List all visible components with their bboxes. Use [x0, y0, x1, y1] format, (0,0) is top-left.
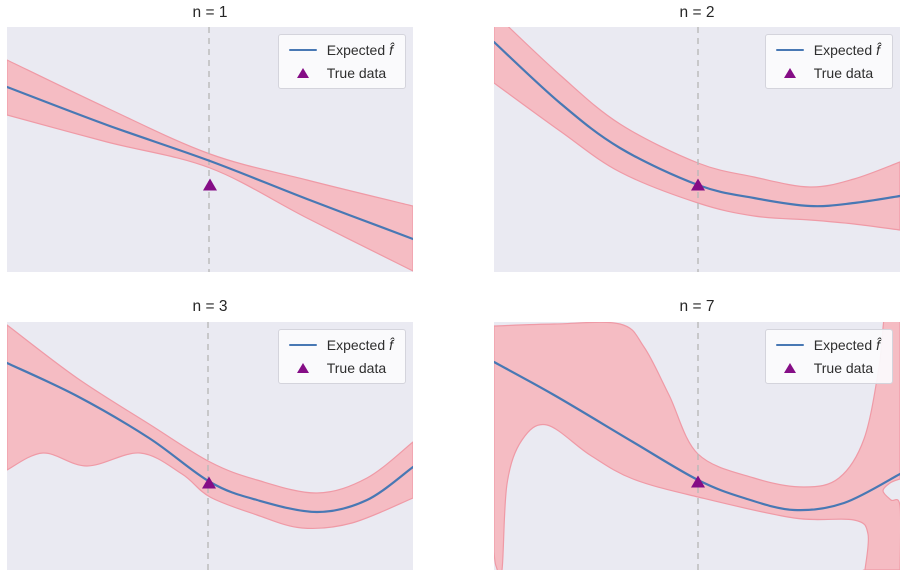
- subplot-title-n2: n = 2: [679, 4, 715, 21]
- legend-item-true-data: True data: [289, 65, 393, 81]
- expected-f-line: [494, 360, 900, 512]
- legend-item-true-data: True data: [776, 360, 880, 376]
- legend-label: Expected f̂: [326, 42, 393, 58]
- triangle-marker-icon: [783, 68, 796, 78]
- expected-f-line: [494, 40, 900, 208]
- legend: Expected f̂ True data: [764, 329, 893, 384]
- legend-label: True data: [326, 360, 387, 376]
- legend-label: Expected f̂: [326, 337, 393, 353]
- true-data-marker: [691, 475, 705, 488]
- triangle-marker-icon: [783, 363, 796, 373]
- line-sample-icon: [288, 48, 317, 52]
- confidence-band: [7, 59, 413, 272]
- legend-item-expected-f: Expected f̂: [775, 42, 880, 58]
- line-sample-icon: [775, 48, 804, 52]
- legend-item-expected-f: Expected f̂: [775, 337, 880, 353]
- legend-label: True data: [813, 65, 874, 81]
- subplot-title-n1: n = 1: [192, 4, 228, 21]
- triangle-marker-icon: [296, 363, 309, 373]
- legend-label: Expected f̂: [813, 42, 880, 58]
- confidence-band: [494, 322, 900, 570]
- triangle-marker-icon: [296, 68, 309, 78]
- legend-label: Expected f̂: [813, 337, 880, 353]
- true-data-marker: [691, 178, 705, 191]
- legend: Expected f̂ True data: [277, 329, 406, 384]
- legend: Expected f̂ True data: [764, 34, 893, 89]
- subplot-title-n3: n = 3: [192, 298, 228, 315]
- subplot-title-n7: n = 7: [679, 298, 715, 315]
- subplot-n2: Expected f̂ True data: [494, 27, 900, 272]
- subplot-n7: Expected f̂ True data: [494, 322, 900, 570]
- line-sample-icon: [288, 343, 317, 347]
- legend-item-expected-f: Expected f̂: [288, 337, 393, 353]
- line-sample-icon: [775, 343, 804, 347]
- true-data-marker: [202, 476, 216, 489]
- expected-f-line: [7, 85, 413, 241]
- legend-item-true-data: True data: [289, 360, 393, 376]
- legend-item-true-data: True data: [776, 65, 880, 81]
- legend-label: True data: [326, 65, 387, 81]
- legend: Expected f̂ True data: [277, 34, 406, 89]
- subplot-n3: Expected f̂ True data: [7, 322, 413, 570]
- expected-f-line: [7, 361, 413, 514]
- legend-label: True data: [813, 360, 874, 376]
- legend-item-expected-f: Expected f̂: [288, 42, 393, 58]
- subplot-n1: Expected f̂ True data: [7, 27, 413, 272]
- true-data-marker: [203, 178, 217, 191]
